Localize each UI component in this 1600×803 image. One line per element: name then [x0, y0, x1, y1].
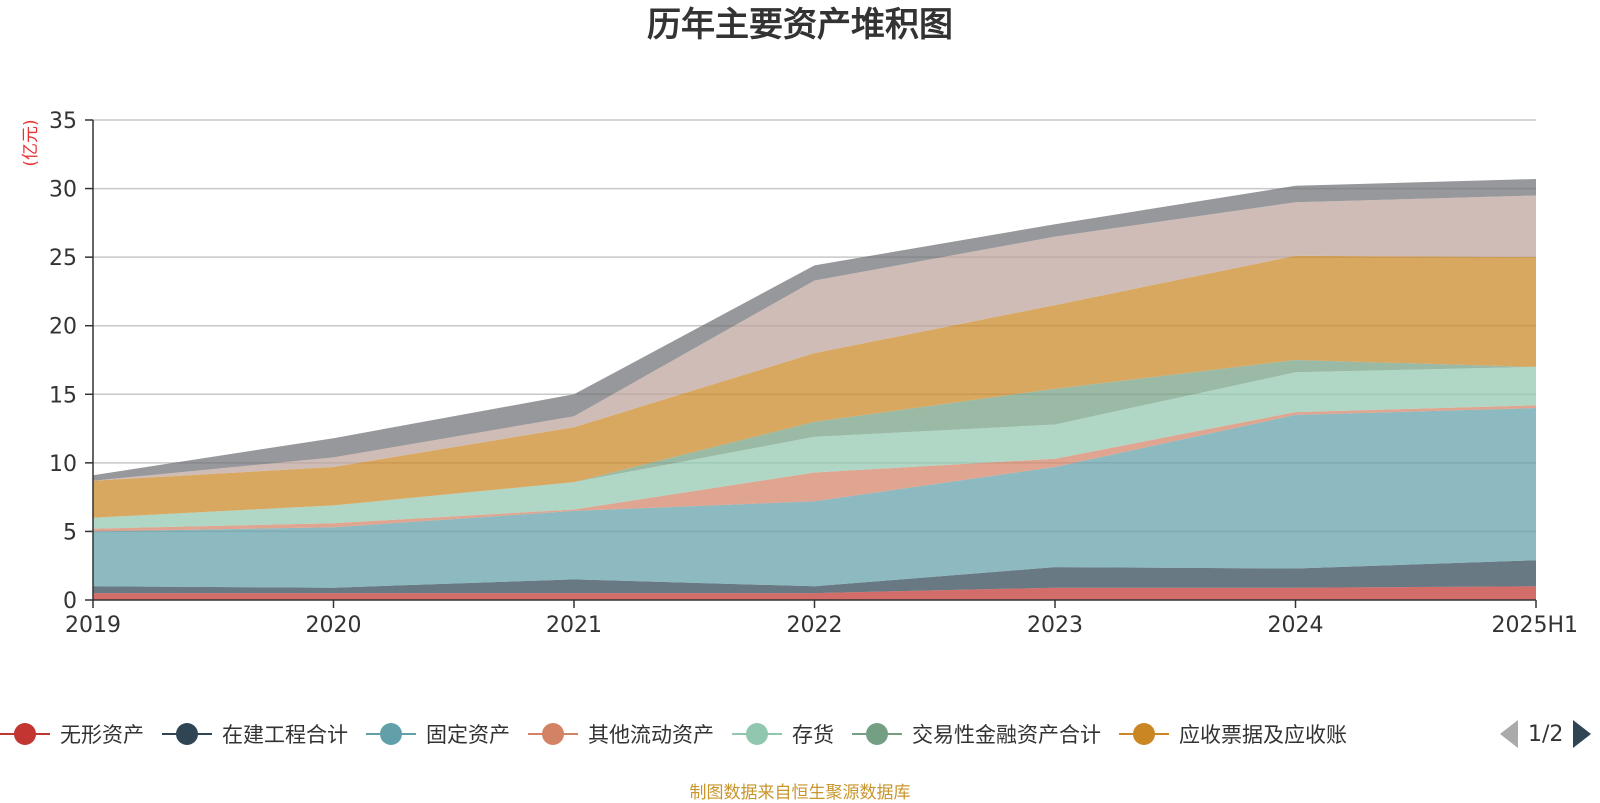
legend-item[interactable]: 在建工程合计 — [162, 716, 348, 752]
x-tick-label: 2019 — [65, 613, 121, 638]
area-series-4[interactable] — [93, 366, 1536, 529]
y-tick-label: 35 — [49, 109, 77, 134]
y-tick-label: 0 — [63, 589, 77, 614]
area-series-6[interactable] — [93, 255, 1536, 518]
legend-marker-icon — [162, 722, 212, 746]
x-tick-label: 2023 — [1027, 613, 1083, 638]
y-tick-label: 10 — [49, 452, 77, 477]
legend-marker-icon — [528, 722, 578, 746]
axes: 0 5 10 15 20 25 30 35 2019 2020 2021 2022 2023 2024 20… — [49, 109, 1578, 638]
legend-label: 交易性金融资产合计 — [912, 723, 1101, 747]
legend-item[interactable]: 其他流动资产 — [528, 716, 714, 752]
legend-item[interactable]: 固定资产 — [366, 716, 510, 752]
legend-page-indicator: 1/2 — [1528, 721, 1564, 747]
stacked-areas — [93, 179, 1536, 600]
y-tick-label: 25 — [49, 246, 77, 271]
y-tick-label: 20 — [49, 315, 77, 340]
area-series-2[interactable] — [93, 408, 1536, 588]
legend-label: 固定资产 — [426, 723, 510, 747]
x-tick-label: 2022 — [787, 613, 843, 638]
legend-label: 无形资产 — [60, 723, 144, 747]
legend-next-page-icon[interactable] — [1573, 720, 1592, 748]
legend-pager: 1/2 — [1500, 716, 1592, 752]
legend-label: 在建工程合计 — [222, 723, 348, 747]
legend-item[interactable]: 无形资产 — [0, 716, 144, 752]
y-tick-label: 30 — [49, 178, 77, 203]
area-series-0[interactable] — [93, 586, 1536, 600]
legend-marker-icon — [732, 722, 782, 746]
area-series-7[interactable] — [93, 195, 1536, 481]
y-tick-label: 5 — [63, 520, 77, 545]
legend: 无形资产 在建工程合计 固定资产 其他流动资产 存货 交易性金融资产合计 应收票据及应收账 … — [0, 716, 1600, 752]
area-series-3[interactable] — [93, 405, 1536, 532]
x-tick-label: 2024 — [1268, 613, 1324, 638]
x-tick-label: 2025H1 — [1491, 613, 1578, 638]
area-series-1[interactable] — [93, 560, 1536, 594]
legend-marker-icon — [366, 722, 416, 746]
x-tick-label: 2021 — [546, 613, 602, 638]
legend-label: 存货 — [792, 723, 834, 747]
source-note: 制图数据来自恒生聚源数据库 — [689, 783, 911, 803]
legend-label: 应收票据及应收账 — [1179, 723, 1347, 747]
y-axis-unit-label: (亿元) — [21, 119, 41, 166]
legend-marker-icon — [852, 722, 902, 746]
y-tick-label: 15 — [49, 383, 77, 408]
legend-marker-icon — [1119, 722, 1169, 746]
legend-marker-icon — [0, 722, 50, 746]
chart-title: 历年主要资产堆积图 — [647, 5, 953, 45]
x-tick-label: 2020 — [306, 613, 362, 638]
legend-label: 其他流动资产 — [588, 723, 714, 747]
legend-item[interactable]: 存货 — [732, 716, 834, 752]
legend-item[interactable]: 应收票据及应收账 — [1119, 716, 1347, 752]
legend-item[interactable]: 交易性金融资产合计 — [852, 716, 1101, 752]
legend-prev-page-icon[interactable] — [1500, 720, 1518, 748]
